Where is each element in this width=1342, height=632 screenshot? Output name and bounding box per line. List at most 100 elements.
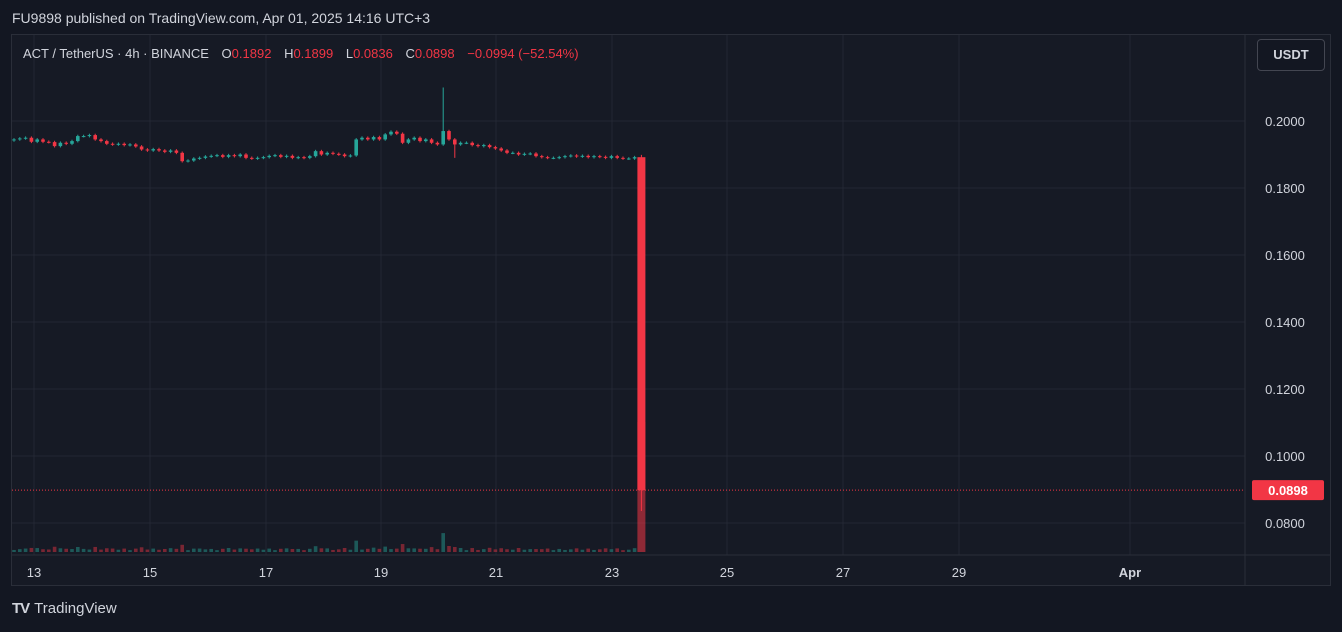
candle-body bbox=[302, 157, 306, 159]
volume-bar bbox=[516, 548, 521, 552]
candle-body bbox=[424, 139, 428, 142]
volume-bar bbox=[157, 549, 161, 552]
open-label: O bbox=[221, 46, 232, 61]
candle-body bbox=[255, 157, 260, 159]
close-label: C bbox=[405, 46, 415, 61]
x-tick-label: 21 bbox=[489, 565, 503, 580]
volume-bar bbox=[238, 548, 242, 552]
candle-body bbox=[366, 137, 370, 140]
candle-body bbox=[603, 156, 608, 158]
volume-bar bbox=[186, 550, 190, 552]
candle-body bbox=[412, 137, 416, 140]
volume-bar bbox=[99, 549, 103, 552]
volume-bar bbox=[412, 548, 416, 552]
y-tick-label: 0.1600 bbox=[1265, 248, 1305, 263]
candle-body bbox=[35, 139, 39, 142]
x-tick-label: 29 bbox=[952, 565, 966, 580]
candle-body bbox=[406, 139, 411, 143]
candle-body bbox=[145, 149, 150, 151]
volume-bar bbox=[551, 550, 556, 552]
candle-body bbox=[174, 150, 179, 153]
candle-body bbox=[99, 139, 103, 142]
volume-bar bbox=[545, 548, 550, 552]
x-tick-label: 27 bbox=[836, 565, 850, 580]
candle-body bbox=[105, 141, 109, 144]
volume-bar bbox=[232, 549, 237, 552]
volume-bar bbox=[163, 548, 167, 552]
volume-bar bbox=[267, 548, 271, 552]
volume-bar bbox=[458, 548, 463, 552]
candle-body bbox=[128, 144, 132, 146]
last-price-badge bbox=[1252, 480, 1324, 501]
candle-body bbox=[337, 153, 341, 155]
candle-body bbox=[505, 150, 509, 153]
candle-body bbox=[139, 146, 144, 150]
candle-body bbox=[482, 145, 486, 147]
candle-body bbox=[569, 155, 573, 157]
currency-button[interactable]: USDT bbox=[1257, 39, 1325, 71]
x-tick-label: 13 bbox=[27, 565, 41, 580]
volume-bar bbox=[319, 548, 324, 552]
candle-body bbox=[116, 143, 121, 145]
candle-body bbox=[354, 139, 358, 156]
candle-body bbox=[52, 142, 57, 147]
candle-body bbox=[122, 143, 126, 146]
candle-body bbox=[493, 147, 498, 149]
volume-bar bbox=[192, 548, 196, 552]
volume-bar bbox=[261, 549, 266, 552]
high-label: H bbox=[284, 46, 294, 61]
candle-body bbox=[464, 142, 469, 144]
candle-body bbox=[580, 155, 585, 157]
volume-bar bbox=[87, 549, 92, 552]
candle-body bbox=[319, 151, 324, 155]
volume-bar bbox=[557, 548, 561, 552]
candle-body bbox=[400, 133, 405, 143]
volume-bar bbox=[284, 548, 289, 552]
x-tick-label: 19 bbox=[374, 565, 388, 580]
candle-body bbox=[453, 139, 457, 145]
volume-bar bbox=[395, 548, 399, 552]
volume-bar bbox=[598, 549, 602, 552]
candle-body bbox=[197, 157, 202, 159]
y-tick-label: 0.0800 bbox=[1265, 516, 1305, 531]
volume-bar bbox=[418, 548, 422, 552]
symbol-label[interactable]: ACT / TetherUS · 4h · BINANCE bbox=[23, 46, 209, 61]
volume-bar bbox=[110, 548, 115, 552]
volume-bar bbox=[197, 548, 202, 552]
candle-body bbox=[209, 155, 213, 157]
y-tick-label: 0.1000 bbox=[1265, 449, 1305, 464]
volume-bar bbox=[534, 549, 538, 552]
volume-bar bbox=[302, 550, 306, 552]
candle-body bbox=[586, 155, 590, 158]
volume-bar bbox=[93, 546, 97, 552]
candle-body bbox=[296, 157, 300, 159]
volume-bar bbox=[580, 549, 585, 552]
volume-bar bbox=[168, 548, 173, 552]
candle-body bbox=[371, 137, 376, 140]
change-value: −0.0994 (−52.54%) bbox=[467, 46, 579, 61]
candle-body bbox=[615, 156, 619, 158]
candle-body bbox=[383, 134, 387, 140]
candle-body bbox=[250, 157, 254, 159]
candle-body bbox=[23, 137, 28, 139]
candle-body bbox=[348, 155, 353, 157]
tradingview-logo[interactable]: TV TradingView bbox=[12, 600, 117, 617]
candle-body bbox=[279, 155, 283, 157]
volume-bar bbox=[81, 548, 86, 552]
volume-bar bbox=[493, 549, 498, 552]
volume-bar bbox=[429, 547, 434, 552]
volume-bar bbox=[453, 547, 457, 552]
volume-bar bbox=[482, 549, 486, 552]
last-price-label: 0.0898 bbox=[1268, 483, 1308, 498]
candle-body bbox=[261, 157, 266, 159]
candle-body bbox=[435, 142, 440, 145]
volume-bar bbox=[331, 549, 335, 552]
candle-body bbox=[290, 155, 295, 158]
candle-body bbox=[70, 141, 74, 144]
candle-body bbox=[163, 150, 167, 152]
candle-body bbox=[29, 137, 34, 142]
y-tick-label: 0.2000 bbox=[1265, 114, 1305, 129]
candle-body bbox=[192, 158, 196, 161]
volume-bar bbox=[52, 546, 57, 552]
